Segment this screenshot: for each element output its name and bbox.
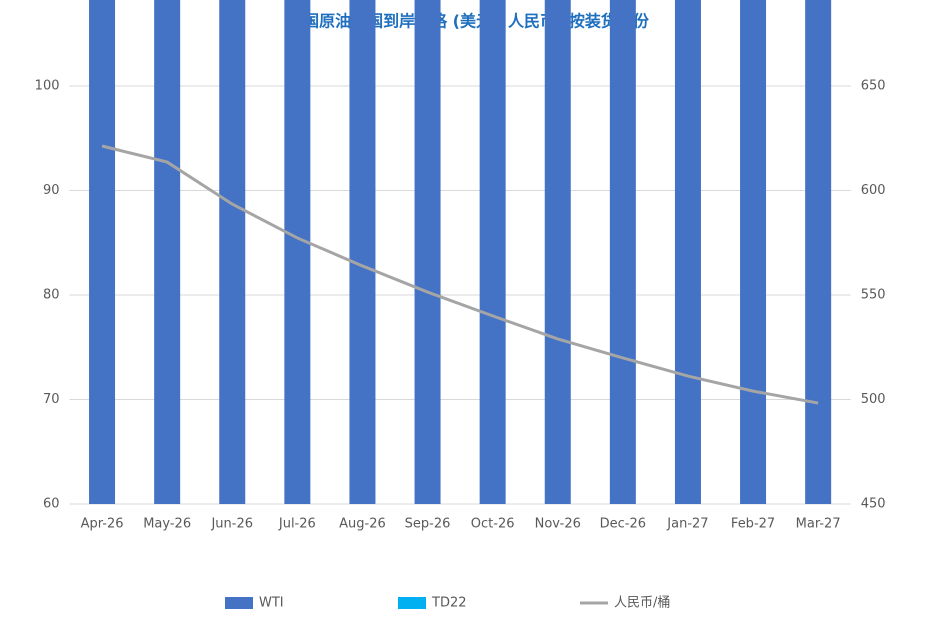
legend-swatch (398, 597, 426, 609)
x-tick-label: Aug-26 (339, 517, 386, 532)
x-tick-label: May-26 (143, 517, 191, 532)
legend-swatch (225, 597, 253, 609)
x-tick-label: Nov-26 (535, 517, 581, 532)
y-tick-label: 60 (43, 497, 60, 512)
x-tick-label: Jun-26 (210, 517, 253, 532)
legend-label: WTI (259, 596, 284, 611)
bar (805, 0, 832, 505)
legend-label: 人民币/桶 (614, 596, 670, 611)
x-tick-label: Apr-26 (81, 517, 124, 532)
bar (219, 0, 246, 505)
y-tick-label: 90 (43, 183, 60, 198)
bar (349, 0, 376, 505)
bar (740, 0, 767, 505)
bar (284, 0, 311, 504)
line (101, 144, 819, 405)
y-tick-label: 80 (43, 288, 60, 303)
x-tick-label: Dec-26 (600, 517, 646, 532)
bar (479, 0, 506, 504)
bar (609, 0, 636, 504)
y-tick-label: 70 (43, 392, 60, 407)
bar (89, 0, 116, 504)
y2-tick-label: 450 (861, 497, 886, 512)
bar (674, 0, 701, 504)
bar (154, 0, 181, 504)
chart-title: 美国原油中国到岸价格 (美元＆人民币) 按装货月份 (287, 12, 650, 31)
x-tick-label: Mar-27 (796, 517, 841, 532)
y2-tick-label: 500 (861, 392, 886, 407)
y2-tick-label: 650 (861, 79, 886, 94)
y2-tick-label: 600 (861, 183, 886, 198)
x-tick-label: Oct-26 (471, 517, 515, 532)
x-tick-label: Jan-27 (666, 517, 708, 532)
bar (414, 0, 441, 504)
legend-label: TD22 (431, 596, 467, 611)
y-tick-label: 100 (35, 79, 60, 94)
bar (544, 0, 571, 504)
x-tick-label: Sep-26 (405, 517, 451, 532)
y2-tick-label: 550 (861, 288, 886, 303)
x-tick-label: Feb-27 (731, 517, 775, 532)
x-tick-label: Jul-26 (278, 517, 316, 532)
